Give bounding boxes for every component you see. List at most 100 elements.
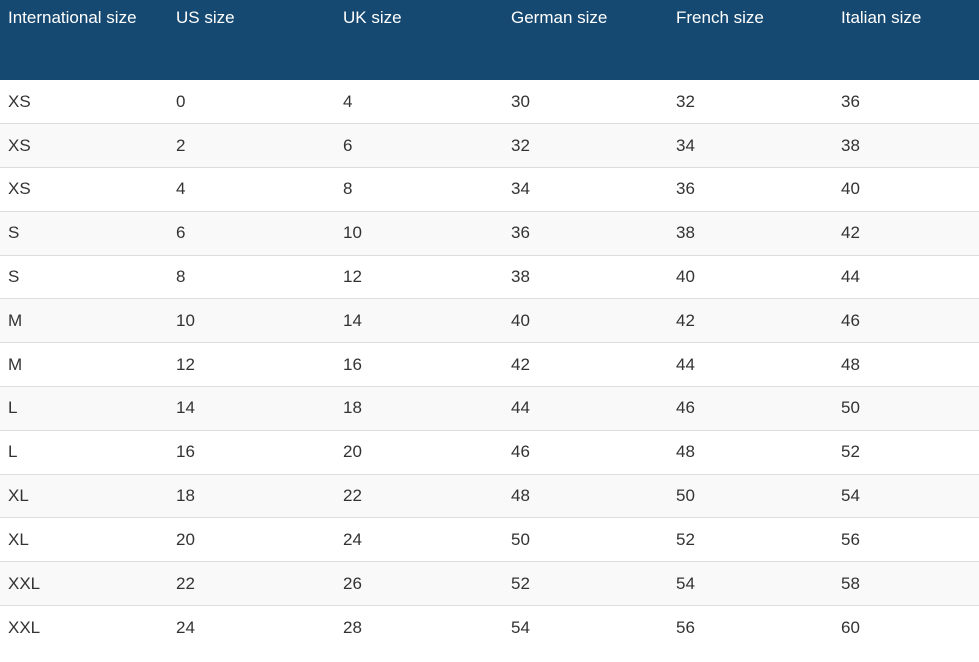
cell-uk-size: 28 [335,605,503,650]
table-body: XS 0 4 30 32 36 XS 2 6 32 34 38 XS 4 8 34 36 40 S 6 10 36 38 42… [0,80,979,650]
cell-italian-size: 60 [833,605,979,650]
table-row: XXL 22 26 52 54 58 [0,561,979,606]
table-row: XS 4 8 34 36 40 [0,167,979,212]
cell-international-size: XXL [0,561,168,606]
cell-german-size: 44 [503,386,668,431]
cell-us-size: 18 [168,473,335,518]
cell-uk-size: 24 [335,517,503,562]
cell-italian-size: 42 [833,210,979,256]
cell-french-size: 40 [668,254,833,299]
cell-us-size: 8 [168,254,335,299]
header-international-size: International size [0,0,168,80]
cell-french-size: 50 [668,473,833,518]
header-row: International size US size UK size Germa… [0,0,979,80]
cell-uk-size: 26 [335,561,503,606]
cell-german-size: 32 [503,123,668,168]
cell-italian-size: 54 [833,473,979,518]
cell-italian-size: 36 [833,80,979,124]
cell-italian-size: 50 [833,386,979,431]
table-row: XL 18 22 48 50 54 [0,473,979,518]
cell-international-size: XS [0,80,168,124]
cell-german-size: 36 [503,210,668,256]
table-row: XXL 24 28 54 56 60 [0,605,979,650]
cell-us-size: 4 [168,167,335,212]
cell-french-size: 44 [668,342,833,387]
cell-us-size: 12 [168,342,335,387]
cell-french-size: 38 [668,210,833,256]
cell-us-size: 20 [168,517,335,562]
header-german-size: German size [503,0,668,80]
cell-french-size: 48 [668,429,833,475]
cell-french-size: 36 [668,167,833,212]
cell-uk-size: 10 [335,210,503,256]
header-italian-size: Italian size [833,0,979,80]
cell-international-size: L [0,429,168,475]
cell-international-size: M [0,342,168,387]
cell-international-size: L [0,386,168,431]
table-row: S 8 12 38 40 44 [0,254,979,299]
table-row: XS 2 6 32 34 38 [0,123,979,168]
cell-uk-size: 6 [335,123,503,168]
cell-us-size: 16 [168,429,335,475]
cell-international-size: XL [0,517,168,562]
cell-international-size: XS [0,123,168,168]
cell-german-size: 46 [503,429,668,475]
cell-uk-size: 8 [335,167,503,212]
cell-international-size: XL [0,473,168,518]
cell-italian-size: 46 [833,298,979,343]
table-header: International size US size UK size Germa… [0,0,979,80]
cell-german-size: 48 [503,473,668,518]
cell-italian-size: 56 [833,517,979,562]
cell-us-size: 14 [168,386,335,431]
header-french-size: French size [668,0,833,80]
cell-uk-size: 18 [335,386,503,431]
table-row: L 16 20 46 48 52 [0,429,979,475]
table-row: S 6 10 36 38 42 [0,210,979,256]
cell-german-size: 34 [503,167,668,212]
cell-us-size: 0 [168,80,335,124]
table-row: XL 20 24 50 52 56 [0,517,979,562]
cell-international-size: XXL [0,605,168,650]
cell-german-size: 52 [503,561,668,606]
cell-uk-size: 16 [335,342,503,387]
cell-german-size: 38 [503,254,668,299]
cell-french-size: 32 [668,80,833,124]
cell-us-size: 10 [168,298,335,343]
cell-italian-size: 40 [833,167,979,212]
cell-italian-size: 52 [833,429,979,475]
cell-uk-size: 14 [335,298,503,343]
cell-uk-size: 12 [335,254,503,299]
cell-german-size: 42 [503,342,668,387]
table-row: M 12 16 42 44 48 [0,342,979,387]
cell-us-size: 24 [168,605,335,650]
cell-uk-size: 20 [335,429,503,475]
cell-uk-size: 4 [335,80,503,124]
header-us-size: US size [168,0,335,80]
cell-italian-size: 44 [833,254,979,299]
cell-international-size: S [0,254,168,299]
cell-french-size: 52 [668,517,833,562]
cell-us-size: 22 [168,561,335,606]
cell-italian-size: 58 [833,561,979,606]
cell-international-size: XS [0,167,168,212]
cell-german-size: 50 [503,517,668,562]
cell-uk-size: 22 [335,473,503,518]
cell-french-size: 46 [668,386,833,431]
cell-german-size: 30 [503,80,668,124]
header-uk-size: UK size [335,0,503,80]
cell-us-size: 2 [168,123,335,168]
table-row: XS 0 4 30 32 36 [0,80,979,124]
cell-french-size: 54 [668,561,833,606]
table-row: M 10 14 40 42 46 [0,298,979,343]
cell-italian-size: 38 [833,123,979,168]
cell-french-size: 42 [668,298,833,343]
cell-italian-size: 48 [833,342,979,387]
table-row: L 14 18 44 46 50 [0,386,979,431]
cell-international-size: S [0,210,168,256]
cell-international-size: M [0,298,168,343]
cell-german-size: 40 [503,298,668,343]
cell-german-size: 54 [503,605,668,650]
cell-french-size: 34 [668,123,833,168]
cell-french-size: 56 [668,605,833,650]
